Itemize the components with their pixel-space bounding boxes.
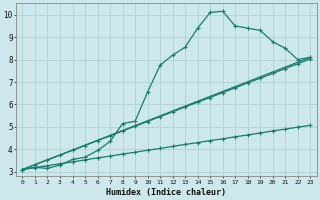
X-axis label: Humidex (Indice chaleur): Humidex (Indice chaleur) bbox=[106, 188, 226, 197]
